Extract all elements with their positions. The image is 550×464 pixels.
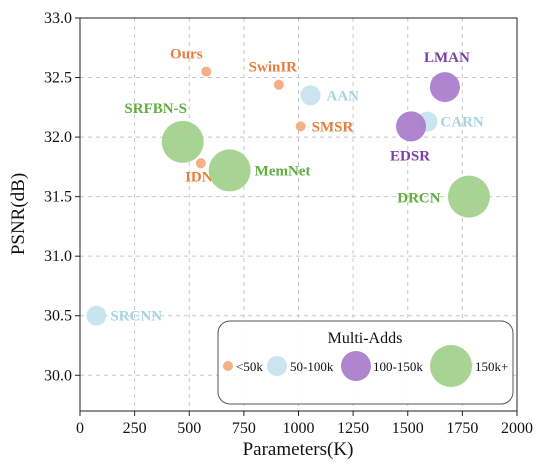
data-point-ours: [201, 66, 212, 77]
point-label-swinir: SwinIR: [249, 60, 298, 76]
data-point-aan: [300, 85, 321, 106]
point-label-srfbn-s: SRFBN-S: [124, 101, 187, 117]
point-label-srcnn: SRCNN: [110, 309, 162, 325]
legend-entries: <50k 50-100k 100-150k 150k+: [223, 345, 508, 387]
point-label-edsr: EDSR: [390, 148, 430, 164]
point-label-idn: IDN: [185, 169, 213, 185]
y-tick-label: 32.0: [44, 129, 72, 146]
y-axis-label: PSNR(dB): [8, 173, 29, 255]
data-point-drcn: [447, 175, 490, 218]
legend-label: 100-150k: [373, 359, 423, 374]
legend-swatch: [341, 351, 371, 381]
x-tick-label: 1750: [446, 420, 478, 437]
data-point-memnet: [208, 149, 251, 192]
legend-title: Multi-Adds: [328, 330, 403, 347]
data-point-lman: [429, 72, 460, 103]
data-point-smsr: [295, 121, 306, 132]
point-label-lman: LMAN: [424, 50, 470, 66]
x-axis-label: Parameters(K): [243, 439, 354, 460]
data-points: Ours SwinIR AAN SMSR LMAN CARN EDSR SRFBN-S IDN M…: [86, 47, 490, 326]
grid-lines: [80, 18, 517, 411]
y-tick-label: 30.0: [44, 367, 72, 384]
x-axis-ticks: 0 250 500 750 1000 1250 1500 1750 2000: [76, 411, 533, 437]
point-label-aan: AAN: [327, 88, 360, 104]
legend-swatch: [267, 356, 287, 376]
data-point-edsr: [396, 111, 427, 142]
point-label-memnet: MemNet: [255, 163, 311, 179]
point-label-smsr: SMSR: [312, 119, 354, 135]
data-point-srfbn-s: [161, 120, 204, 163]
x-tick-label: 750: [232, 420, 256, 437]
legend-swatch: [430, 345, 472, 387]
x-tick-label: 0: [76, 420, 84, 437]
legend-label: 150k+: [475, 359, 508, 374]
point-label-ours: Ours: [170, 47, 203, 63]
y-tick-label: 30.5: [44, 308, 72, 325]
x-tick-label: 1500: [392, 420, 424, 437]
x-tick-label: 2000: [501, 420, 533, 437]
x-tick-label: 1250: [337, 420, 369, 437]
x-tick-label: 250: [123, 420, 147, 437]
legend-label: <50k: [236, 359, 263, 374]
x-tick-label: 500: [177, 420, 201, 437]
data-point-srcnn: [86, 305, 107, 326]
data-point-idn: [195, 158, 206, 169]
y-tick-label: 31.0: [44, 248, 72, 265]
y-axis-ticks: 30.0 30.5 31.0 31.5 32.0 32.5 33.0: [44, 10, 80, 384]
y-tick-label: 31.5: [44, 189, 72, 206]
point-label-drcn: DRCN: [397, 191, 440, 207]
legend-swatch: [223, 361, 233, 371]
y-tick-label: 33.0: [44, 10, 72, 27]
point-label-carn: CARN: [440, 115, 483, 131]
y-tick-label: 32.5: [44, 70, 72, 87]
data-point-swinir: [273, 79, 284, 90]
x-tick-label: 1000: [283, 420, 315, 437]
legend-label: 50-100k: [290, 359, 334, 374]
legend: Multi-Adds <50k 50-100k 100-150k 150k+: [217, 320, 514, 405]
